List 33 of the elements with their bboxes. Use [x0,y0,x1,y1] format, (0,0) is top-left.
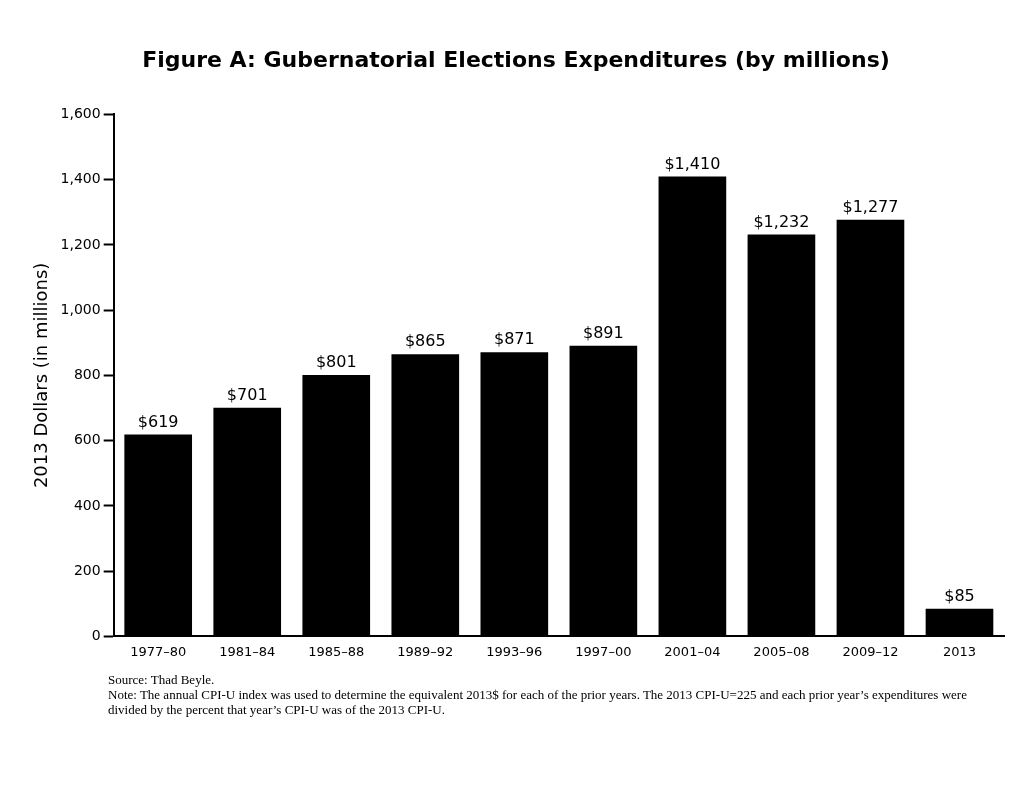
data-label: $871 [493,329,535,349]
x-tick-label: 1981–84 [219,643,276,659]
y-tick-label: 600 [73,431,101,448]
x-tick-label: 1997–00 [575,643,632,659]
y-tick-label: 0 [91,627,101,644]
x-tick-label: 1993–96 [486,643,543,659]
y-tick-label: 1,000 [60,300,101,317]
x-tick-label: 1985–88 [308,643,365,659]
y-tick-label: 1,400 [60,170,101,187]
data-label: $1,277 [842,196,899,216]
data-label: $701 [226,384,268,404]
chart-title: Figure A: Gubernatorial Elections Expenditures (by millions) [142,46,890,72]
x-tick-label: 2013 [942,643,977,659]
y-tick-label: 1,600 [60,105,101,122]
data-label: $801 [315,352,357,372]
data-label: $891 [583,322,624,342]
x-tick-label: 2001–04 [664,643,721,659]
x-tick-label: 2005–08 [753,643,810,659]
y-tick-label: 1,200 [60,235,101,252]
y-tick-label: 800 [73,366,101,383]
data-label: $619 [137,411,179,431]
data-label: $865 [404,331,446,351]
y-tick-label: 400 [73,496,101,513]
text: Note: The annual CPI-U index was used to determine the equivalent 2013$ for each of the prior years. The 2013 CPI-U=225 and each prior year’s expenditures were divided by the percent that year’s CPI-U was of the 2013 CPI-U. [108,687,968,717]
data-label: $1,232 [753,211,810,231]
source-note: Source: Thad Beyle. [108,672,216,687]
y-axis-title: 2013 Dollars (in millions) [30,262,52,489]
y-tick-label: 200 [73,561,101,578]
x-tick-label: 2009–12 [842,643,899,659]
x-tick-label: 1989–92 [397,643,454,659]
x-tick-label: 1977–80 [130,643,187,659]
data-label: $85 [944,585,975,605]
data-label: $1,410 [664,153,721,173]
